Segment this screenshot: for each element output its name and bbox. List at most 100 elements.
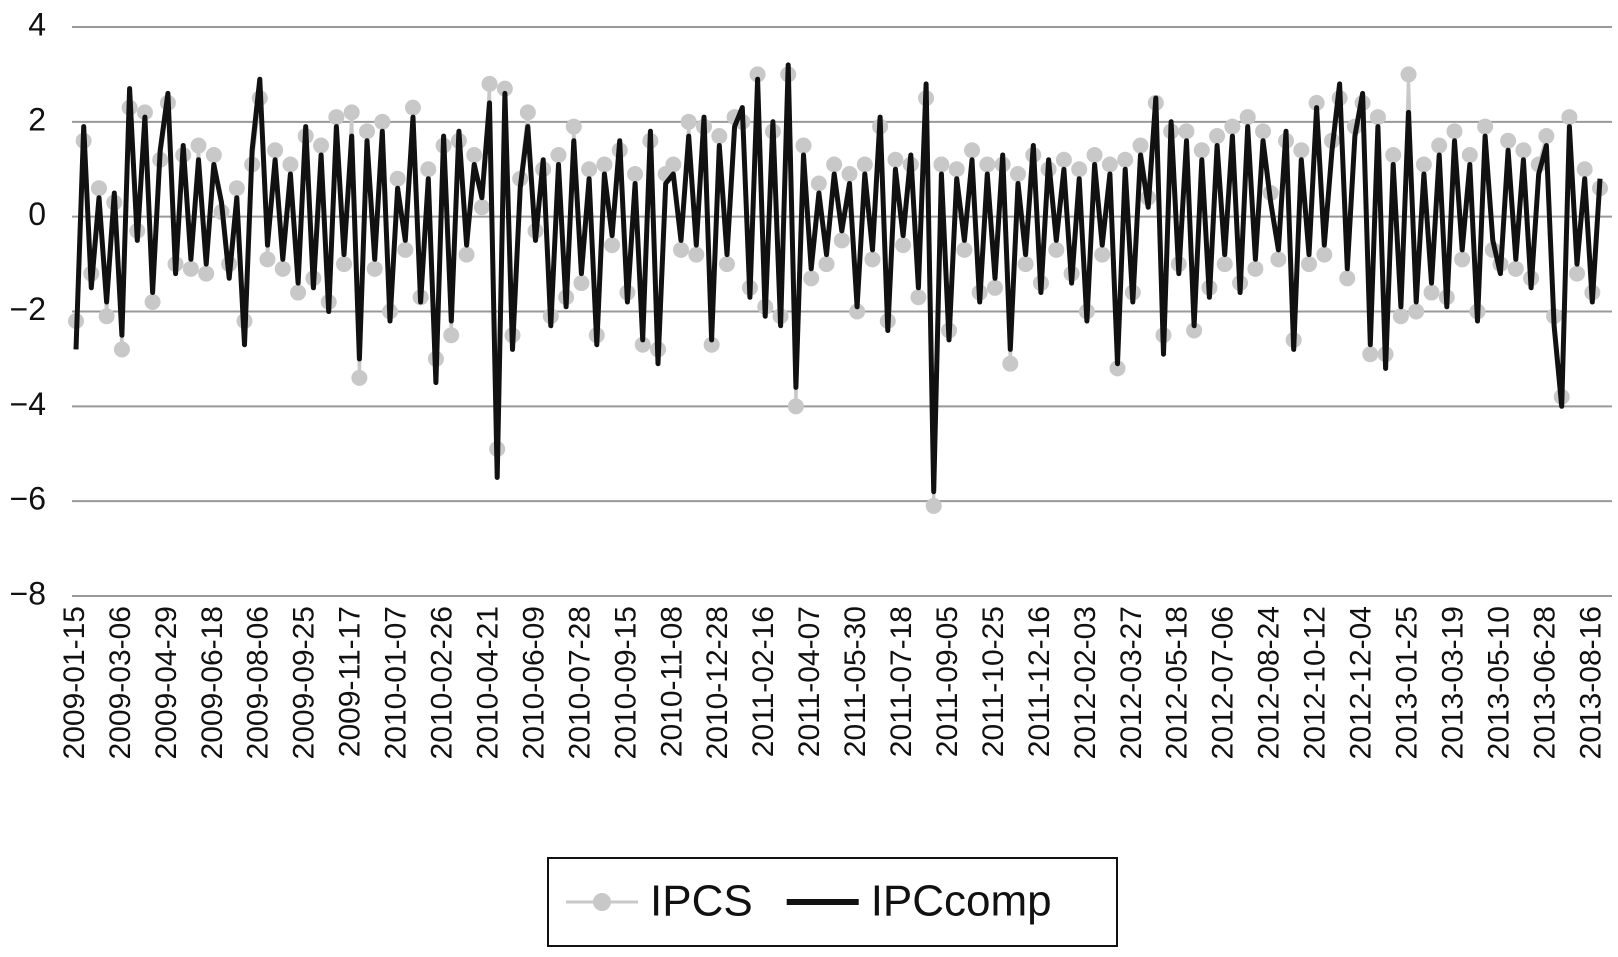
point-marker <box>787 398 804 415</box>
point-marker <box>1369 109 1386 126</box>
x-tick-label: 2009-04-29 <box>150 606 183 759</box>
x-tick-label: 2010-12-28 <box>701 606 734 759</box>
point-marker <box>810 175 827 192</box>
x-tick-label: 2010-02-26 <box>426 606 459 759</box>
point-marker <box>933 156 950 173</box>
x-tick-label: 2012-03-27 <box>1115 606 1148 759</box>
y-tick-label: −2 <box>10 291 46 327</box>
point-marker <box>1209 128 1226 145</box>
point-marker <box>1017 256 1034 273</box>
point-marker <box>565 118 582 135</box>
x-tick-label: 2010-01-07 <box>380 606 413 759</box>
point-marker <box>519 104 536 121</box>
point-marker <box>113 341 130 358</box>
y-tick-label: 0 <box>28 196 46 232</box>
point-marker <box>1216 256 1233 273</box>
point-marker <box>313 137 330 154</box>
point-marker <box>833 232 850 249</box>
x-tick-label: 2012-12-04 <box>1345 606 1378 759</box>
x-tick-label: 2011-07-18 <box>885 606 918 757</box>
x-tick-label: 2009-06-18 <box>196 606 229 759</box>
x-tick-label: 2010-06-09 <box>517 606 550 759</box>
point-marker <box>703 336 720 353</box>
point-marker <box>205 147 222 164</box>
point-marker <box>1009 165 1026 182</box>
point-marker <box>1461 147 1478 164</box>
point-marker <box>1086 147 1103 164</box>
point-marker <box>986 279 1003 296</box>
point-marker <box>1193 142 1210 159</box>
point-marker <box>1101 156 1118 173</box>
point-marker <box>1500 132 1517 149</box>
point-marker <box>1224 118 1241 135</box>
x-tick-label: 2010-11-08 <box>655 606 688 757</box>
point-marker <box>1270 251 1287 268</box>
point-marker <box>550 147 567 164</box>
point-marker <box>887 151 904 168</box>
point-marker <box>1392 308 1409 325</box>
point-marker <box>1362 346 1379 363</box>
point-marker <box>634 336 651 353</box>
point-marker <box>274 260 291 277</box>
x-tick-label: 2012-05-18 <box>1161 606 1194 759</box>
point-marker <box>1507 260 1524 277</box>
point-marker <box>466 147 483 164</box>
x-tick-label: 2013-01-25 <box>1390 606 1423 759</box>
x-tick-label: 2011-09-05 <box>931 606 964 757</box>
legend-box <box>547 857 1118 947</box>
x-tick-label: 2013-03-19 <box>1436 606 1469 759</box>
point-marker <box>1300 256 1317 273</box>
point-marker <box>473 199 490 216</box>
x-tick-label: 2010-09-15 <box>609 606 642 759</box>
x-tick-label: 2011-02-16 <box>747 606 780 757</box>
point-marker <box>458 246 475 263</box>
point-marker <box>366 260 383 277</box>
series-line <box>73 62 1603 495</box>
point-marker <box>1239 109 1256 126</box>
point-marker <box>420 161 437 178</box>
point-marker <box>1538 128 1555 145</box>
point-marker <box>328 109 345 126</box>
point-marker <box>136 104 153 121</box>
point-marker <box>190 137 207 154</box>
point-marker <box>1071 161 1088 178</box>
point-marker <box>573 275 590 292</box>
point-marker <box>803 270 820 287</box>
legend-label: IPCS <box>650 877 753 926</box>
point-marker <box>1055 151 1072 168</box>
x-tick-label: 2012-02-03 <box>1069 606 1102 759</box>
point-marker <box>1002 355 1019 372</box>
x-tick-label: 2013-05-10 <box>1482 606 1515 759</box>
x-tick-label: 2009-01-15 <box>58 606 91 759</box>
point-marker <box>956 241 973 258</box>
x-tick-label: 2013-08-16 <box>1574 606 1607 759</box>
point-marker <box>964 142 981 159</box>
x-tick-label: 2009-09-25 <box>288 606 321 759</box>
point-marker <box>1431 137 1448 154</box>
point-marker <box>680 113 697 130</box>
point-marker <box>1109 360 1126 377</box>
point-marker <box>1415 156 1432 173</box>
y-tick-label: −8 <box>10 575 46 611</box>
point-marker <box>948 161 965 178</box>
point-marker <box>336 256 353 273</box>
point-marker <box>1117 151 1134 168</box>
point-marker <box>443 327 460 344</box>
point-marker <box>818 256 835 273</box>
point-marker <box>910 289 927 306</box>
point-marker <box>1178 123 1195 140</box>
point-marker <box>1408 303 1425 320</box>
y-tick-label: −4 <box>10 386 46 422</box>
point-marker <box>228 180 245 197</box>
legend-label: IPCcomp <box>871 877 1052 926</box>
x-tick-label: 2009-08-06 <box>242 606 275 759</box>
point-marker <box>1339 270 1356 287</box>
point-marker <box>596 156 613 173</box>
point-marker <box>1385 147 1402 164</box>
point-marker <box>795 137 812 154</box>
x-tick-label: 2010-04-21 <box>471 606 504 759</box>
point-marker <box>397 241 414 258</box>
point-marker <box>1576 161 1593 178</box>
point-marker <box>979 156 996 173</box>
